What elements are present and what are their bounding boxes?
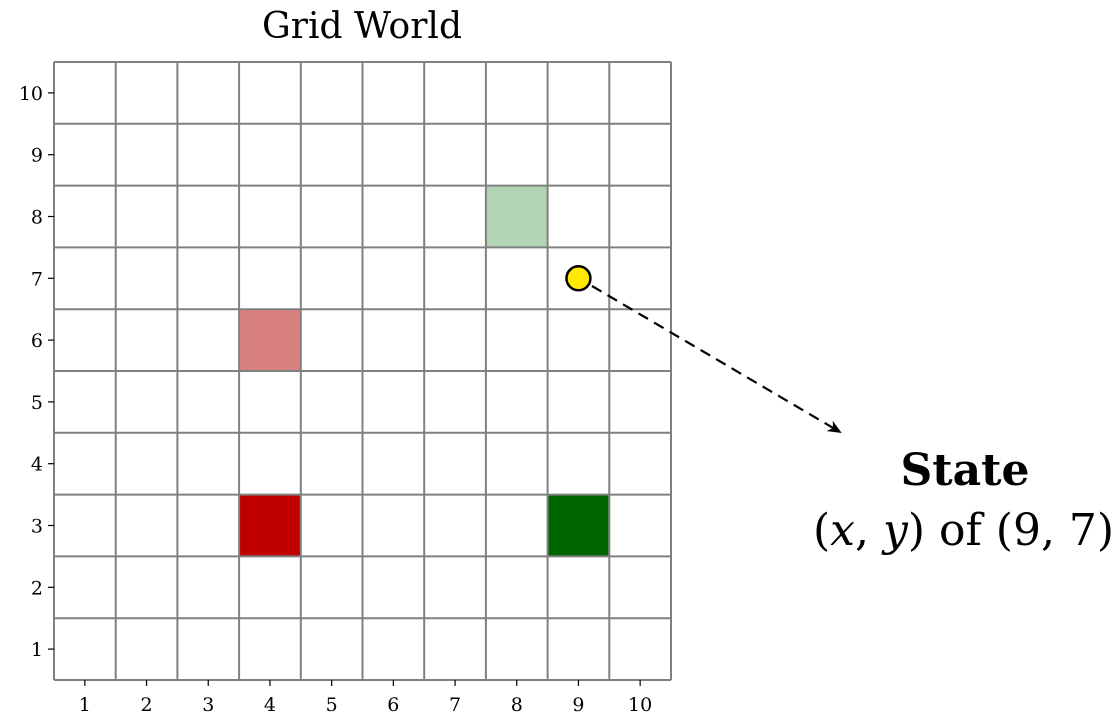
cell-goal-dark <box>547 494 610 557</box>
state-label: State <box>900 445 1030 496</box>
y-tick-label: 4 <box>31 454 43 476</box>
y-tick-label: 6 <box>31 330 43 352</box>
y-tick-label: 5 <box>31 392 43 414</box>
x-tick-label: 1 <box>79 694 91 716</box>
y-tick-label: 10 <box>19 83 43 105</box>
cell-hazard-dark <box>239 494 301 557</box>
x-tick-label: 4 <box>264 694 276 716</box>
grid-lines <box>53 61 672 681</box>
state-value: (9, 7) <box>995 505 1115 556</box>
state-description: (x, y) of (9, 7) <box>813 505 1115 556</box>
y-tick-label: 8 <box>31 207 43 229</box>
cell-hazard-light <box>239 309 301 371</box>
x-tick-label: 6 <box>387 694 399 716</box>
state-of-text: of <box>939 505 982 556</box>
state-var-y: y <box>882 505 908 556</box>
grid-cells <box>239 185 610 557</box>
x-tick-label: 8 <box>511 694 523 716</box>
y-tick-label: 9 <box>31 145 43 167</box>
y-tick-label: 7 <box>31 268 43 290</box>
figure-title: Grid World <box>262 6 462 47</box>
y-tick-label: 1 <box>31 639 43 661</box>
x-tick-label: 2 <box>141 694 153 716</box>
x-tick-label: 3 <box>202 694 214 716</box>
agent-marker <box>565 265 592 292</box>
x-tick-label: 9 <box>572 694 584 716</box>
cell-goal-light <box>485 185 548 248</box>
y-tick-label: 2 <box>31 577 43 599</box>
y-tick-label: 3 <box>31 516 43 538</box>
state-var-x: x <box>830 505 855 556</box>
x-tick-label: 10 <box>628 694 652 716</box>
x-tick-label: 5 <box>326 694 338 716</box>
state-arrow <box>591 285 842 434</box>
x-tick-label: 7 <box>449 694 461 716</box>
y-axis-ticks: 1 2 3 4 5 6 7 8 9 10 <box>19 83 54 661</box>
x-axis-ticks: 1 2 3 4 5 6 7 8 9 10 <box>79 680 652 716</box>
